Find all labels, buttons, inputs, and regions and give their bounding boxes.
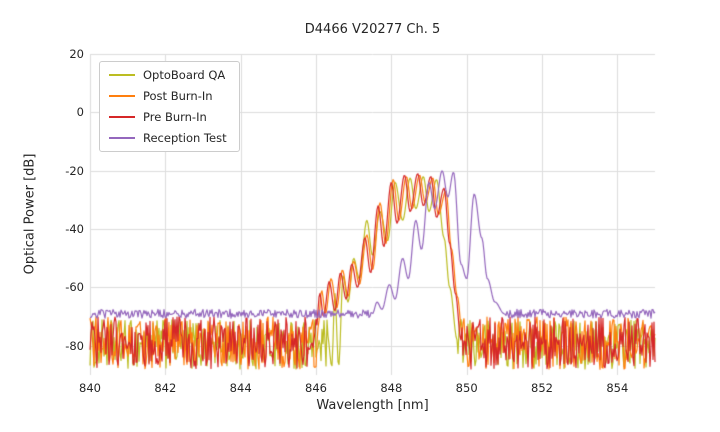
legend-line-swatch bbox=[109, 95, 135, 97]
x-tick-label: 846 bbox=[305, 381, 327, 395]
legend-line-swatch bbox=[109, 137, 135, 139]
legend-item-post-burn-in: Post Burn-In bbox=[109, 89, 227, 103]
x-tick-label: 852 bbox=[531, 381, 553, 395]
legend-item-pre-burn-in: Pre Burn-In bbox=[109, 110, 227, 124]
y-tick-label: 20 bbox=[69, 47, 84, 61]
x-tick-label: 848 bbox=[380, 381, 403, 395]
legend-label: Post Burn-In bbox=[143, 89, 213, 103]
y-tick-label: -20 bbox=[65, 163, 84, 178]
legend: OptoBoard QA Post Burn-In Pre Burn-In Recep… bbox=[99, 61, 240, 152]
legend-line-swatch bbox=[109, 116, 135, 118]
x-tick-label: 842 bbox=[154, 381, 177, 395]
x-tick-label: 854 bbox=[606, 381, 629, 395]
chart-title: D4466 V20277 Ch. 5 bbox=[304, 22, 441, 37]
legend-item-optoboard-qa: OptoBoard QA bbox=[109, 68, 227, 82]
x-axis-label: Wavelength [nm] bbox=[316, 398, 429, 413]
legend-item-reception-test: Reception Test bbox=[109, 131, 227, 145]
y-tick-label: -40 bbox=[65, 222, 84, 237]
y-axis-label: Optical Power [dB] bbox=[22, 153, 38, 275]
legend-label: OptoBoard QA bbox=[143, 68, 226, 82]
legend-label: Pre Burn-In bbox=[143, 110, 207, 124]
y-tick-label: -80 bbox=[65, 338, 84, 353]
y-tick-label: 0 bbox=[76, 105, 84, 120]
x-tick-label: 844 bbox=[229, 381, 252, 395]
x-tick-label: 850 bbox=[455, 381, 478, 395]
legend-line-swatch bbox=[109, 74, 135, 76]
legend-label: Reception Test bbox=[143, 131, 227, 145]
y-tick-label: -60 bbox=[65, 280, 84, 295]
x-tick-label: 840 bbox=[79, 381, 101, 395]
